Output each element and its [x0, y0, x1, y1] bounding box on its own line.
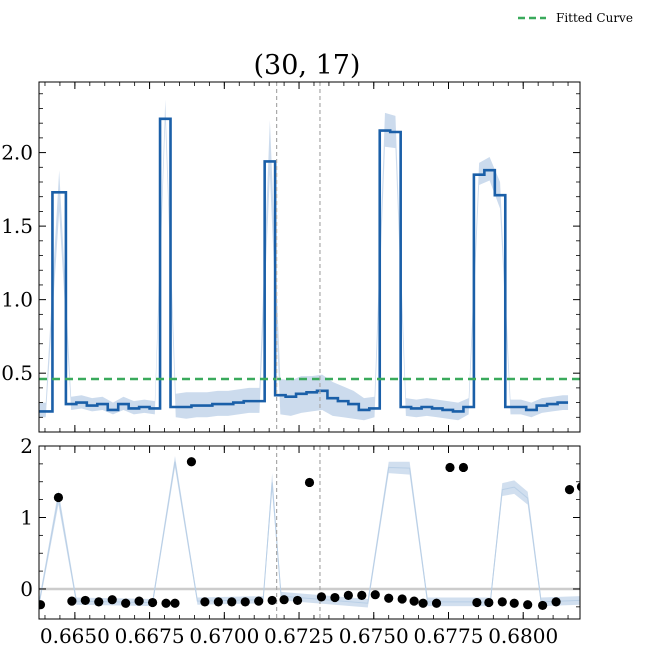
bottom-panel: 0 1 2 0.6650 0.6675 0.6700 0.6725 0.6750 0.6775 0…	[20, 434, 581, 648]
top-ytick-label: 1.0	[1, 288, 33, 312]
data-point	[538, 600, 548, 611]
bottom-ytick-label: 0	[20, 577, 33, 601]
x-tick-label: 0.6775	[413, 624, 483, 648]
top-ytick-label: 2.0	[1, 141, 33, 165]
bottom-ytick-label: 1	[20, 505, 33, 529]
step-series-line	[39, 117, 569, 413]
x-tick-label: 0.6650	[40, 624, 110, 648]
data-point	[279, 595, 289, 605]
data-point	[472, 597, 482, 608]
chart-title: (30, 17)	[254, 50, 361, 81]
data-point	[564, 485, 575, 495]
data-point	[94, 597, 104, 607]
top-ytick-label: 0.5	[1, 361, 33, 385]
data-point	[431, 598, 442, 608]
data-point	[170, 598, 180, 608]
data-point	[551, 597, 561, 607]
data-point	[240, 597, 250, 607]
bottom-ytick-label: 2	[20, 434, 33, 458]
data-point	[292, 595, 303, 606]
data-point	[343, 590, 353, 601]
data-point	[497, 597, 507, 607]
data-point	[39, 600, 46, 610]
data-point	[397, 594, 407, 604]
data-point	[254, 596, 264, 606]
x-tick-label: 0.6725	[264, 624, 334, 648]
data-point	[53, 492, 64, 503]
top-ytick-label: 1.5	[1, 214, 33, 238]
data-point	[213, 597, 223, 607]
data-point	[161, 598, 171, 608]
data-point	[458, 462, 469, 473]
legend: Fitted Curve	[518, 11, 633, 25]
top-panel-frame	[38, 81, 581, 433]
data-point	[134, 596, 144, 606]
x-tick-label: 0.6800	[488, 624, 558, 648]
data-point	[186, 457, 197, 467]
data-point	[445, 462, 455, 473]
data-point	[227, 597, 237, 607]
top-panel: 0.5 1.0 1.5 2.0	[1, 81, 581, 433]
data-point	[409, 596, 419, 606]
data-point	[370, 590, 380, 600]
data-point	[267, 595, 277, 606]
x-tick-label: 0.6700	[189, 624, 259, 648]
x-tick-label: 0.6750	[339, 624, 409, 648]
data-point	[484, 597, 494, 608]
data-point	[418, 598, 428, 608]
bottom-panel-frame	[38, 445, 581, 620]
data-point	[107, 595, 117, 605]
data-point	[576, 482, 580, 492]
x-tick-label: 0.6675	[115, 624, 185, 648]
data-point	[357, 590, 367, 601]
data-point	[523, 600, 533, 610]
data-point	[384, 593, 394, 603]
data-point	[80, 595, 90, 606]
data-point	[121, 598, 131, 608]
data-point	[316, 592, 327, 602]
data-point	[200, 597, 210, 607]
legend-fitted-label: Fitted Curve	[556, 11, 633, 25]
uncertainty-band-top	[39, 99, 569, 421]
data-point	[509, 598, 519, 608]
data-point	[330, 592, 340, 603]
data-point	[304, 477, 315, 488]
data-point	[67, 596, 77, 606]
data-point	[147, 597, 158, 608]
